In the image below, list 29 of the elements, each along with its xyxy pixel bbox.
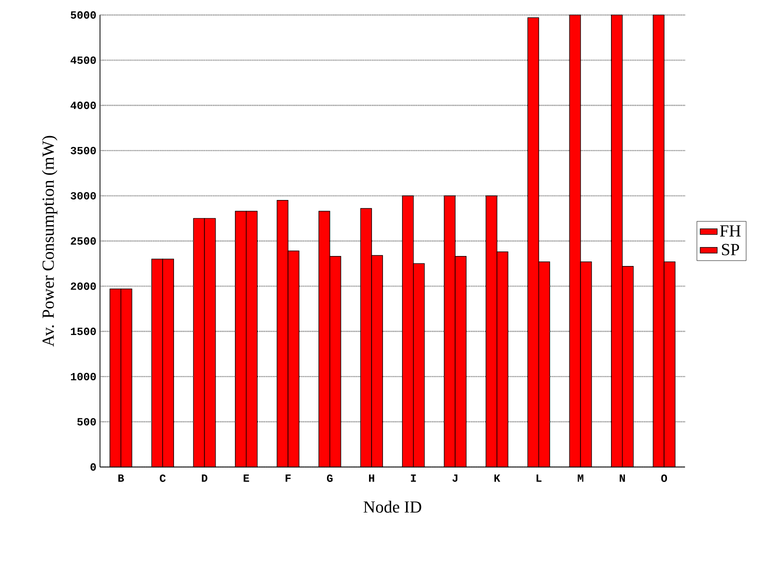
x-tick-label: N bbox=[620, 474, 625, 482]
x-tick-label: B bbox=[118, 474, 124, 482]
x-tick-label: M bbox=[578, 474, 584, 482]
y-tick-label: 4000 bbox=[70, 102, 96, 110]
x-tick-label: O bbox=[661, 474, 668, 482]
y-tick-label: 2500 bbox=[70, 237, 96, 245]
y-tick-label: 1500 bbox=[70, 328, 96, 336]
x-tick-label: D bbox=[202, 474, 208, 482]
y-tick-label: 500 bbox=[77, 418, 96, 426]
y-tick-label: 0 bbox=[90, 463, 96, 471]
legend-label: SP bbox=[722, 244, 740, 256]
x-tick-label: C bbox=[160, 474, 166, 482]
x-tick-label: I bbox=[410, 474, 416, 482]
y-tick-label: 2000 bbox=[70, 282, 96, 290]
x-tick-label: L bbox=[536, 474, 542, 482]
x-tick-label: K bbox=[494, 474, 500, 482]
x-tick-label: J bbox=[452, 474, 458, 482]
y-tick-label: 1000 bbox=[70, 372, 96, 380]
x-tick-label: E bbox=[244, 474, 250, 482]
legend-label: FH bbox=[720, 225, 741, 236]
y-tick-label: 3500 bbox=[70, 146, 96, 154]
y-tick-label: 4500 bbox=[70, 56, 96, 64]
y-tick-label: 5000 bbox=[70, 11, 96, 19]
x-tick-label: G bbox=[326, 474, 333, 482]
x-axis-title: Node ID bbox=[364, 500, 422, 513]
y-tick-label: 3000 bbox=[70, 192, 96, 200]
x-tick-label: H bbox=[369, 474, 374, 482]
y-axis-title: Av. Power Consumption (mW) bbox=[42, 136, 58, 347]
x-tick-label: F bbox=[286, 474, 291, 482]
